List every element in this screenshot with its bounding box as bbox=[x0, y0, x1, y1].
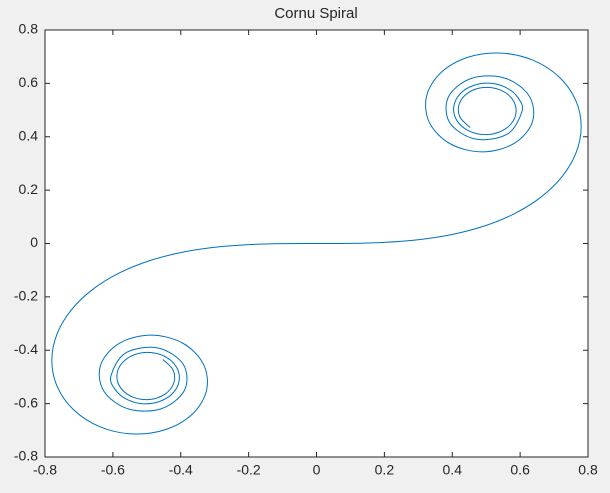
y-tick-label: 0.4 bbox=[19, 127, 39, 143]
axes-box bbox=[44, 29, 589, 458]
y-tick-label: -0.8 bbox=[14, 448, 38, 464]
x-tick-label: -0.2 bbox=[237, 462, 261, 478]
y-tick-label: -0.4 bbox=[14, 341, 38, 357]
y-tick-label: -0.6 bbox=[14, 394, 38, 410]
y-tick-label: 0.6 bbox=[19, 74, 39, 90]
spiral-line bbox=[51, 52, 582, 435]
x-tick-label: 0 bbox=[313, 462, 321, 478]
x-tick-label: 0.4 bbox=[443, 462, 463, 478]
x-tick-label: -0.8 bbox=[33, 462, 57, 478]
y-tick-label: 0 bbox=[30, 234, 38, 250]
x-tick-label: -0.6 bbox=[101, 462, 125, 478]
x-tick-label: -0.4 bbox=[169, 462, 193, 478]
x-tick-label: 0.6 bbox=[510, 462, 530, 478]
y-tick-label: 0.2 bbox=[19, 181, 39, 197]
chart-title: Cornu Spiral bbox=[274, 5, 357, 22]
x-tick-label: 0.2 bbox=[375, 462, 395, 478]
y-tick-label: 0.8 bbox=[19, 21, 39, 37]
y-tick-label: -0.2 bbox=[14, 288, 38, 304]
x-tick-label: 0.8 bbox=[578, 462, 598, 478]
